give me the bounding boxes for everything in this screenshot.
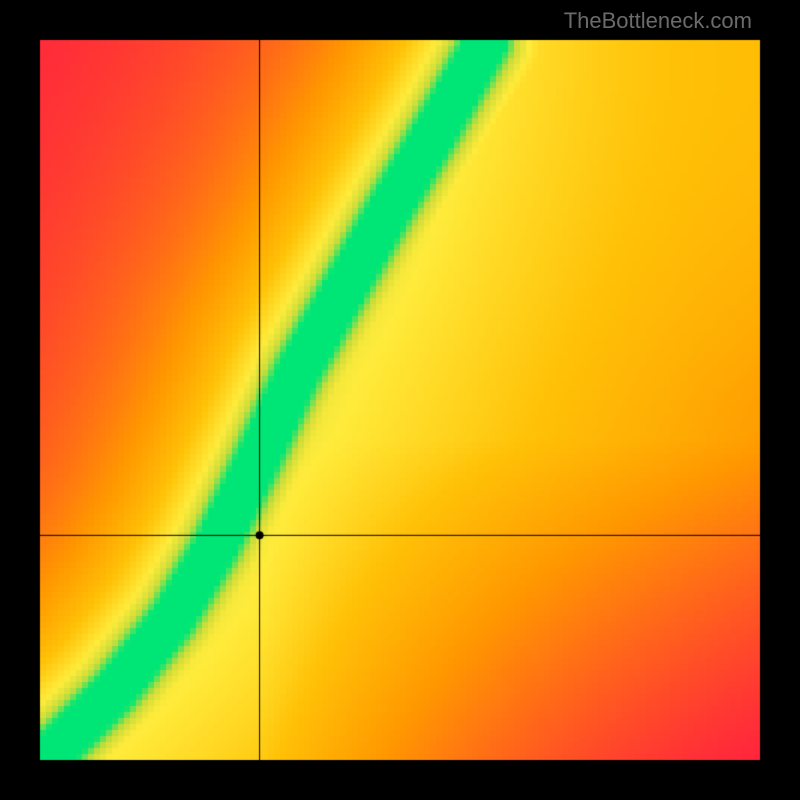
bottleneck-heatmap-chart: TheBottleneck.com <box>0 0 800 800</box>
heatmap-canvas <box>0 0 800 800</box>
watermark-text: TheBottleneck.com <box>564 8 752 34</box>
